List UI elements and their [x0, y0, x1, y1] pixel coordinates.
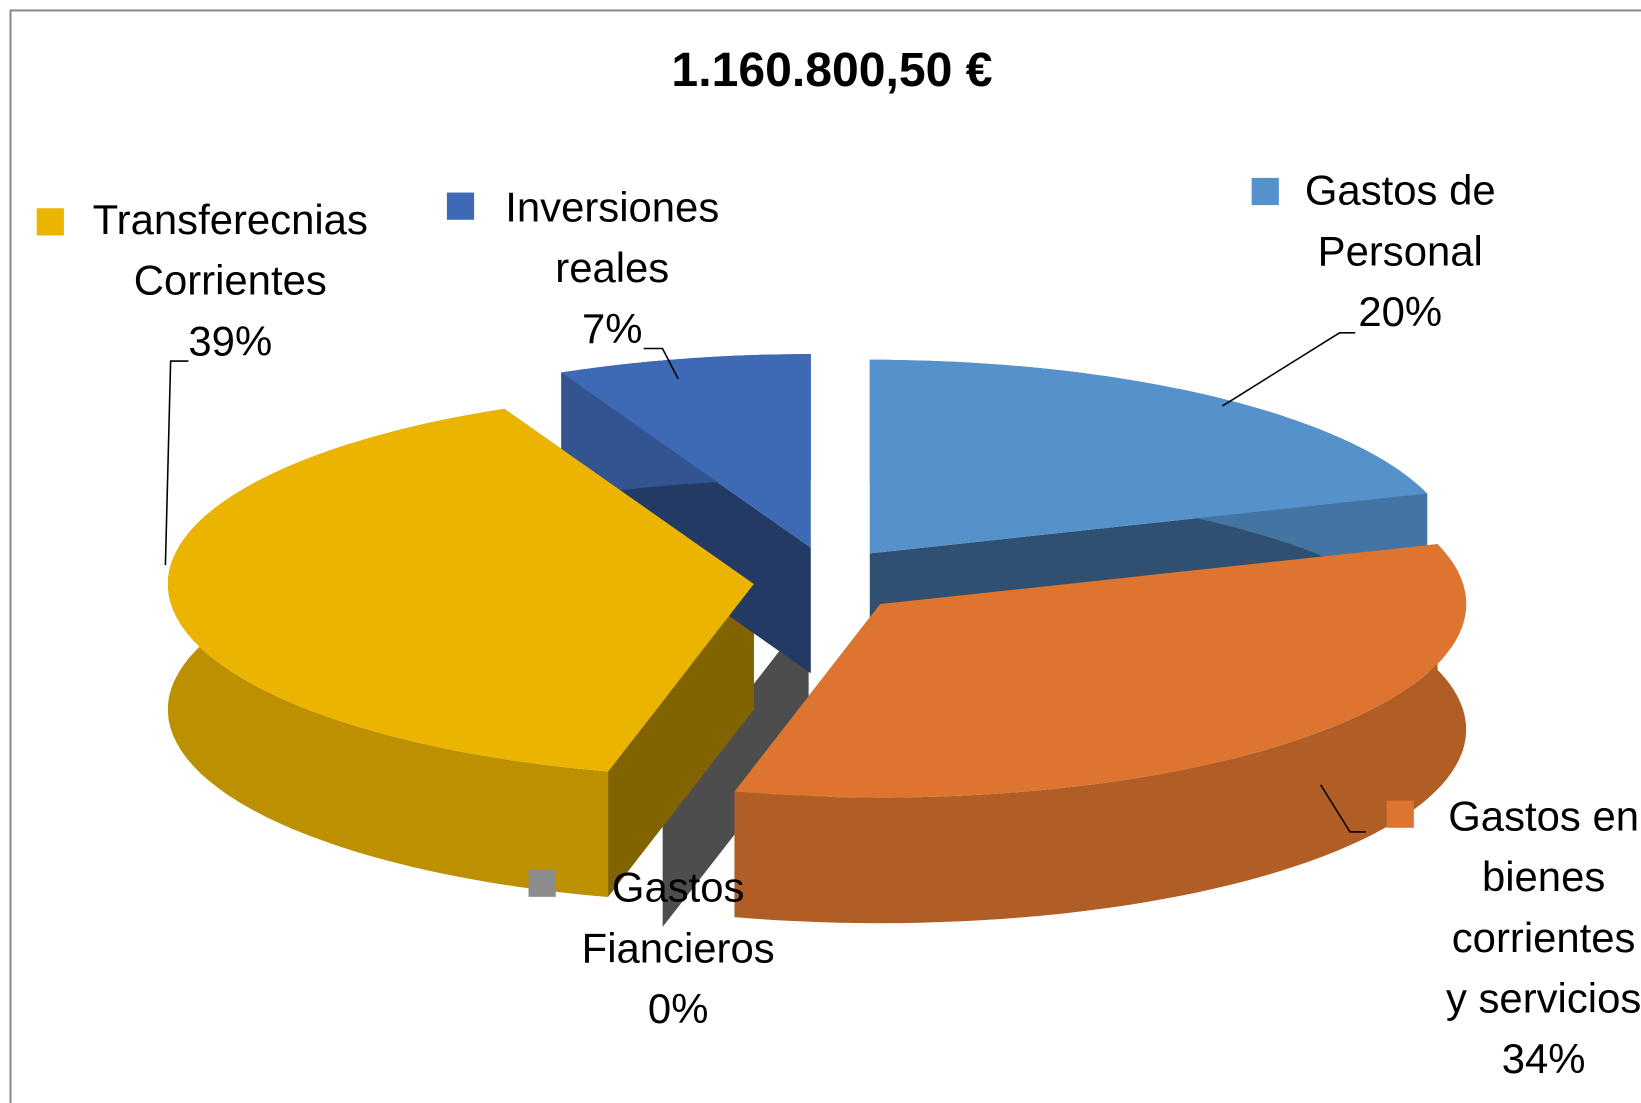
leader-line [1221, 331, 1356, 407]
chart-title: 1.160.800,50 € [671, 43, 992, 97]
labels: Gastos de Personal 20% Gastos en bienes corri… [36, 167, 1641, 1082]
slice [561, 354, 811, 548]
slice [734, 544, 1467, 798]
value-label: 39% [188, 317, 272, 364]
legend-marker [1251, 177, 1279, 206]
leader-line [164, 360, 189, 566]
legend-marker [528, 869, 556, 897]
leader-line [643, 347, 679, 380]
legend-marker [1386, 800, 1414, 828]
slice-side [662, 613, 809, 927]
category-label: Gastos de Personal [1305, 167, 1496, 275]
value-label: 20% [1358, 288, 1442, 335]
category-label: Gastos Fiancieros [582, 864, 775, 972]
category-label: Transferecnias Corrientes [93, 196, 368, 304]
category-label: Inversiones reales [505, 183, 719, 291]
slice-wall [734, 544, 1467, 924]
pie [167, 354, 1467, 927]
value-label: 0% [648, 985, 708, 1032]
legend-marker [36, 208, 64, 236]
slice [869, 359, 1428, 554]
category-label: Gastos en bienes corrientes y servicios [1446, 792, 1641, 1021]
slice [167, 408, 754, 772]
value-label: 7% [582, 305, 642, 352]
leader-line [1320, 784, 1366, 833]
legend-marker [446, 192, 475, 220]
value-label: 34% [1502, 1035, 1586, 1082]
